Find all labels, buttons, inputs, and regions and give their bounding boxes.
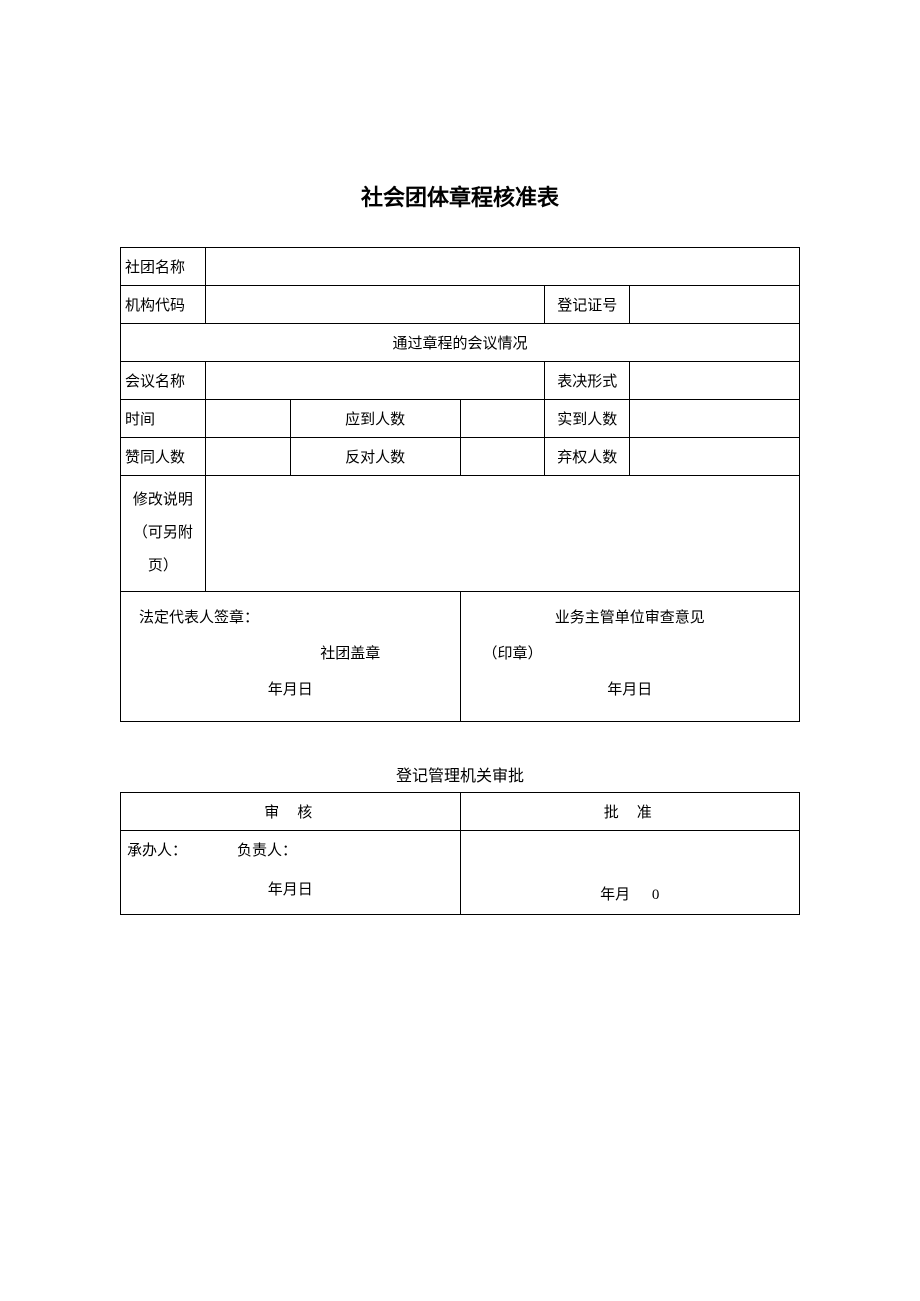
table-row: 修改说明 （可另附 页） bbox=[121, 476, 800, 592]
label-meeting-name: 会议名称 bbox=[121, 362, 206, 400]
supervisor-stamp-label: （印章） bbox=[471, 636, 790, 672]
review-date: 年月日 bbox=[127, 878, 454, 899]
table-row: 机构代码 登记证号 bbox=[121, 286, 800, 324]
approve-date: 年月 0 bbox=[467, 883, 794, 904]
label-reg-no: 登记证号 bbox=[545, 286, 630, 324]
document-title: 社会团体章程核准表 bbox=[120, 180, 800, 212]
table-row: 审核 批准 bbox=[121, 793, 800, 831]
value-reg-no bbox=[630, 286, 800, 324]
supervisor-date: 年月日 bbox=[471, 672, 790, 708]
handler-label: 承办人： bbox=[127, 839, 237, 860]
table-row: 承办人： 负责人： 年月日 年月 0 bbox=[121, 831, 800, 915]
value-time bbox=[205, 400, 290, 438]
label-modify-desc: 修改说明 （可另附 页） bbox=[121, 476, 206, 592]
label-actual-count: 实到人数 bbox=[545, 400, 630, 438]
legal-rep-label: 法定代表人签章： bbox=[131, 600, 450, 636]
table-row: 法定代表人签章： 社团盖章 年月日 业务主管单位审查意见 （印章） 年月日 bbox=[121, 592, 800, 722]
approve-date-suffix: 0 bbox=[652, 887, 660, 904]
value-vote-form bbox=[630, 362, 800, 400]
value-against-count bbox=[460, 438, 545, 476]
registration-approval-title: 登记管理机关审批 bbox=[120, 762, 800, 786]
label-org-code: 机构代码 bbox=[121, 286, 206, 324]
registration-approval-table: 审核 批准 承办人： 负责人： 年月日 年月 0 bbox=[120, 792, 800, 915]
value-org-name bbox=[205, 248, 799, 286]
leader-label: 负责人： bbox=[237, 839, 297, 860]
approve-block: 年月 0 bbox=[460, 831, 800, 915]
label-abstain-count: 弃权人数 bbox=[545, 438, 630, 476]
approve-date-prefix: 年月 bbox=[600, 887, 630, 903]
legal-rep-date: 年月日 bbox=[131, 672, 450, 708]
modify-line-3: 页） bbox=[125, 550, 201, 583]
table-row: 会议名称 表决形式 bbox=[121, 362, 800, 400]
value-actual-count bbox=[630, 400, 800, 438]
label-time: 时间 bbox=[121, 400, 206, 438]
approve-header: 批准 bbox=[460, 793, 800, 831]
legal-rep-signature-block: 法定代表人签章： 社团盖章 年月日 bbox=[121, 592, 461, 722]
label-agree-count: 赞同人数 bbox=[121, 438, 206, 476]
label-against-count: 反对人数 bbox=[290, 438, 460, 476]
table-row: 时间 应到人数 实到人数 bbox=[121, 400, 800, 438]
org-stamp-label: 社团盖章 bbox=[131, 636, 450, 672]
value-abstain-count bbox=[630, 438, 800, 476]
table-row: 通过章程的会议情况 bbox=[121, 324, 800, 362]
label-expected-count: 应到人数 bbox=[290, 400, 460, 438]
supervisor-opinion-block: 业务主管单位审查意见 （印章） 年月日 bbox=[460, 592, 800, 722]
value-modify-desc bbox=[205, 476, 799, 592]
label-org-name: 社团名称 bbox=[121, 248, 206, 286]
supervisor-opinion-label: 业务主管单位审查意见 bbox=[471, 600, 790, 636]
modify-line-2: （可另附 bbox=[125, 517, 201, 550]
review-header: 审核 bbox=[121, 793, 461, 831]
value-expected-count bbox=[460, 400, 545, 438]
review-block: 承办人： 负责人： 年月日 bbox=[121, 831, 461, 915]
table-row: 社团名称 bbox=[121, 248, 800, 286]
modify-line-1: 修改说明 bbox=[125, 484, 201, 517]
approval-form-table: 社团名称 机构代码 登记证号 通过章程的会议情况 会议名称 表决形式 时间 应到… bbox=[120, 247, 800, 722]
value-meeting-name bbox=[205, 362, 545, 400]
value-org-code bbox=[205, 286, 545, 324]
label-vote-form: 表决形式 bbox=[545, 362, 630, 400]
table-row: 赞同人数 反对人数 弃权人数 bbox=[121, 438, 800, 476]
section-meeting-header: 通过章程的会议情况 bbox=[121, 324, 800, 362]
value-agree-count bbox=[205, 438, 290, 476]
